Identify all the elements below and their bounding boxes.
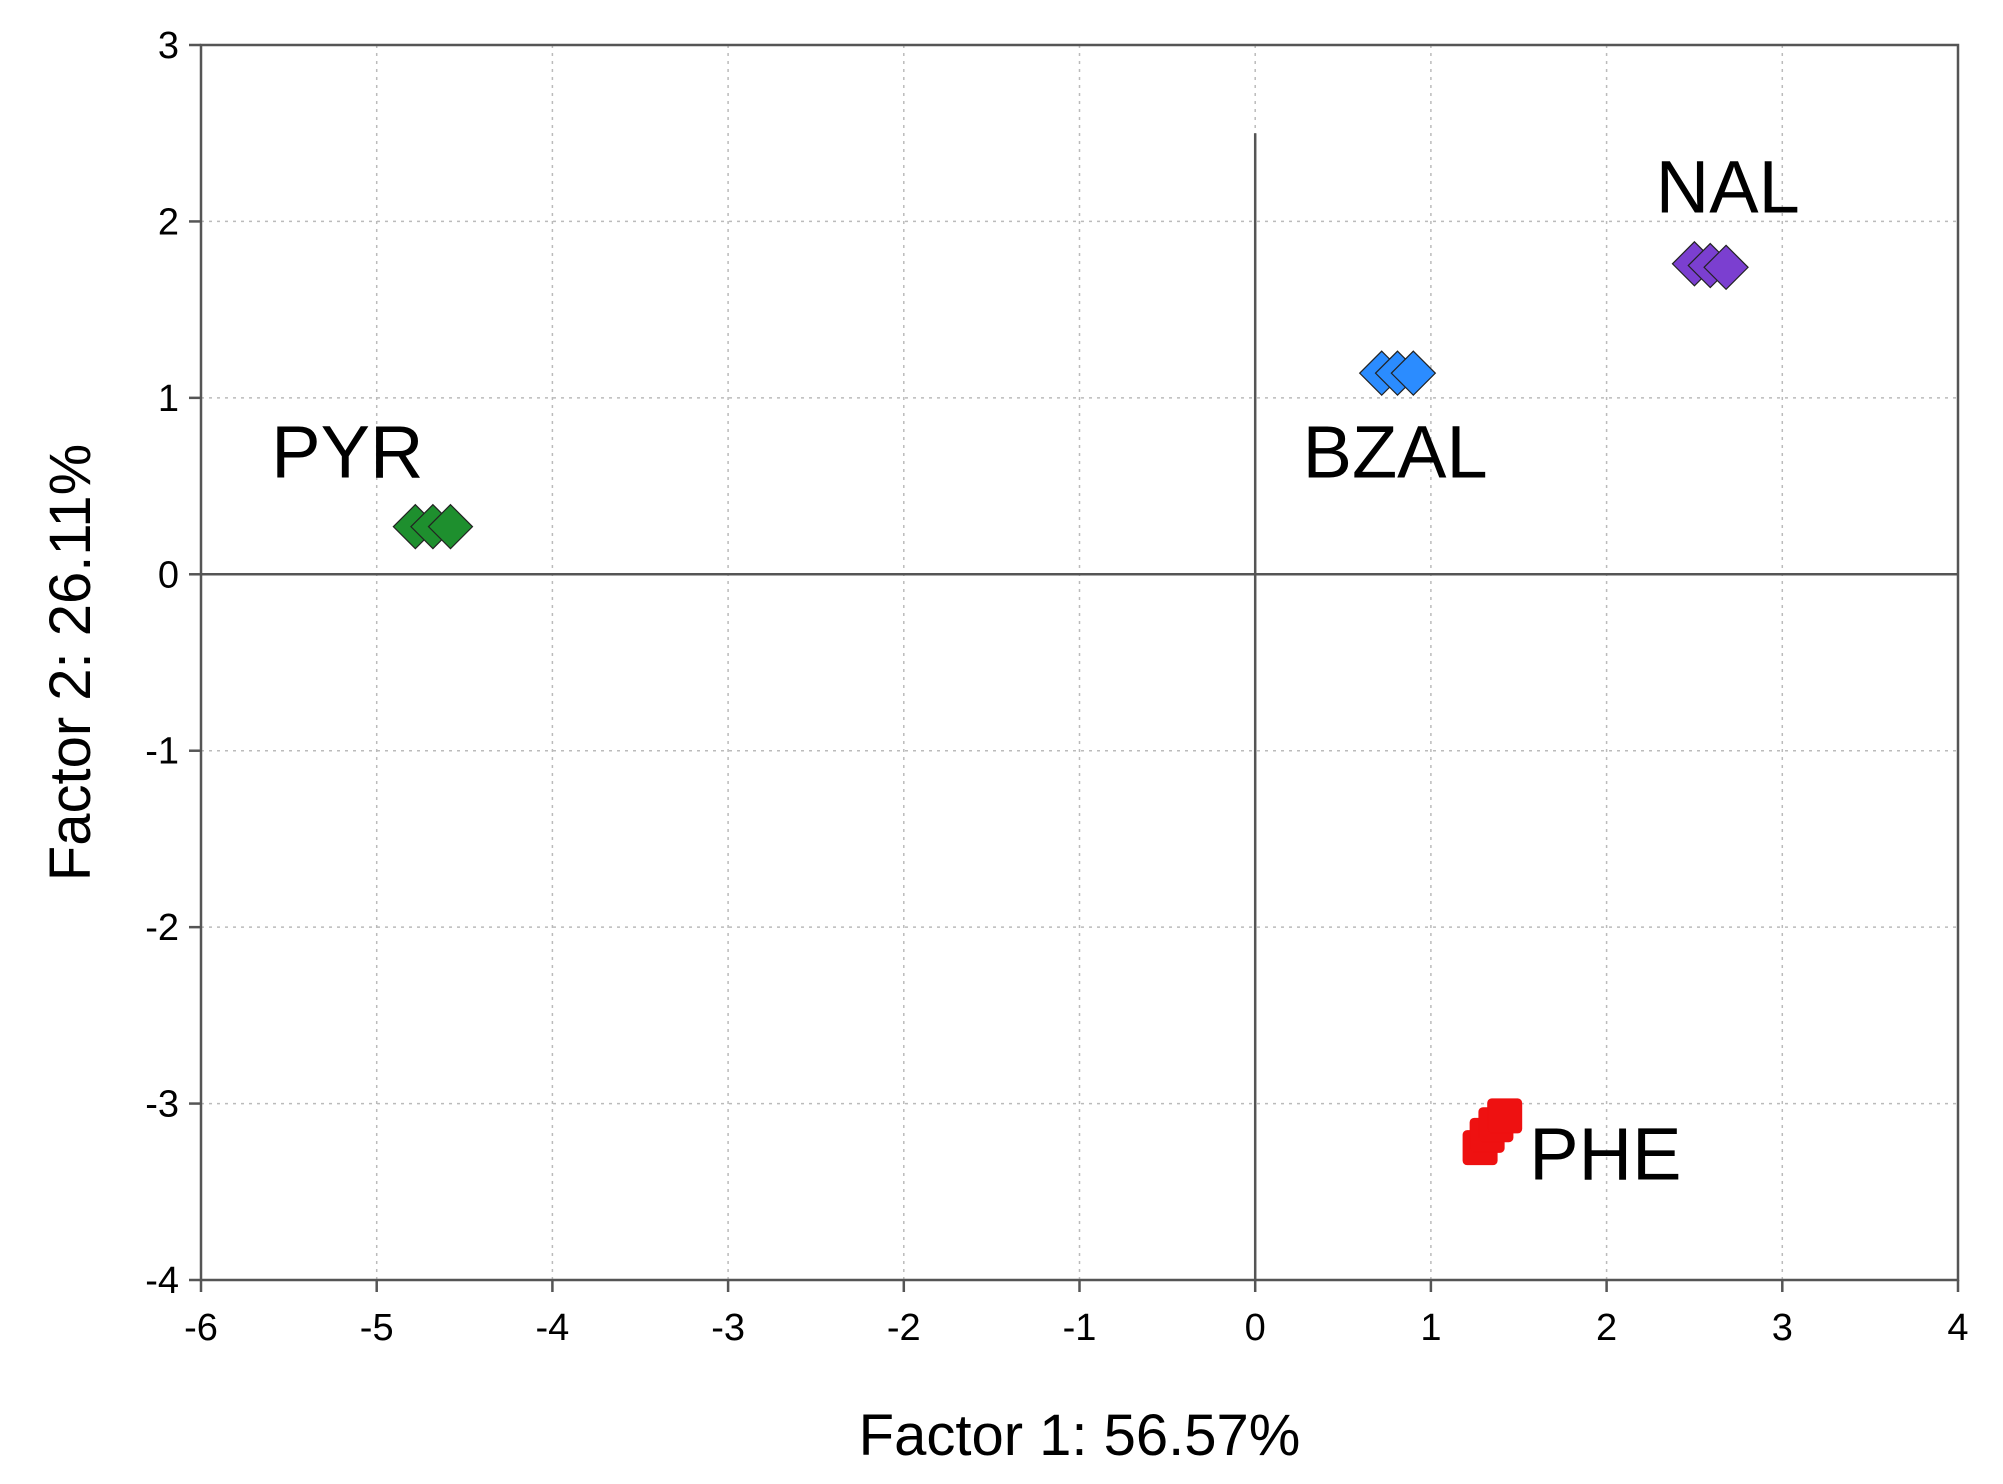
- x-tick-label: -2: [887, 1307, 921, 1349]
- data-point-bzal: [1390, 350, 1437, 397]
- y-tick-label: -4: [145, 1260, 179, 1302]
- data-points: [392, 240, 1749, 1166]
- data-point-nal: [1703, 244, 1749, 291]
- group-label-nal: NAL: [1656, 146, 1800, 229]
- x-tick-label: -6: [184, 1307, 218, 1349]
- grid: [201, 45, 1958, 1280]
- y-tick-label: -2: [145, 907, 179, 949]
- y-tick-label: 0: [158, 554, 179, 596]
- y-tick-label: -3: [145, 1084, 179, 1126]
- y-tick-label: -1: [145, 731, 179, 773]
- x-tick-label: -4: [536, 1307, 570, 1349]
- group-label-bzal: BZAL: [1303, 410, 1488, 493]
- reference-lines: [201, 133, 1958, 1280]
- y-axis-title: Factor 2: 26.11%: [38, 444, 103, 881]
- x-axis-title: Factor 1: 56.57%: [859, 1403, 1301, 1468]
- y-tick-label: 1: [158, 378, 179, 420]
- x-tick-label: 0: [1245, 1307, 1266, 1349]
- x-tick-label: -1: [1063, 1307, 1097, 1349]
- x-axis: -6 -5 -4 -3 -2 -1 0 1 2 3 4: [184, 1280, 1969, 1349]
- group-label-pyr: PYR: [271, 410, 423, 493]
- x-tick-label: -5: [360, 1307, 394, 1349]
- x-tick-label: 2: [1596, 1307, 1617, 1349]
- x-tick-label: 4: [1947, 1307, 1968, 1349]
- y-tick-label: 3: [158, 25, 179, 67]
- group-labels: PYR BZAL NAL PHE: [271, 146, 1799, 1196]
- x-tick-label: -3: [711, 1307, 745, 1349]
- data-point-phe: [1487, 1098, 1523, 1134]
- y-axis: -4 -3 -2 -1 0 1 2 3: [145, 25, 201, 1302]
- y-tick-label: 2: [158, 201, 179, 243]
- group-label-phe: PHE: [1529, 1112, 1681, 1195]
- x-tick-label: 3: [1772, 1307, 1793, 1349]
- data-point-pyr: [427, 503, 474, 550]
- x-tick-label: 1: [1420, 1307, 1441, 1349]
